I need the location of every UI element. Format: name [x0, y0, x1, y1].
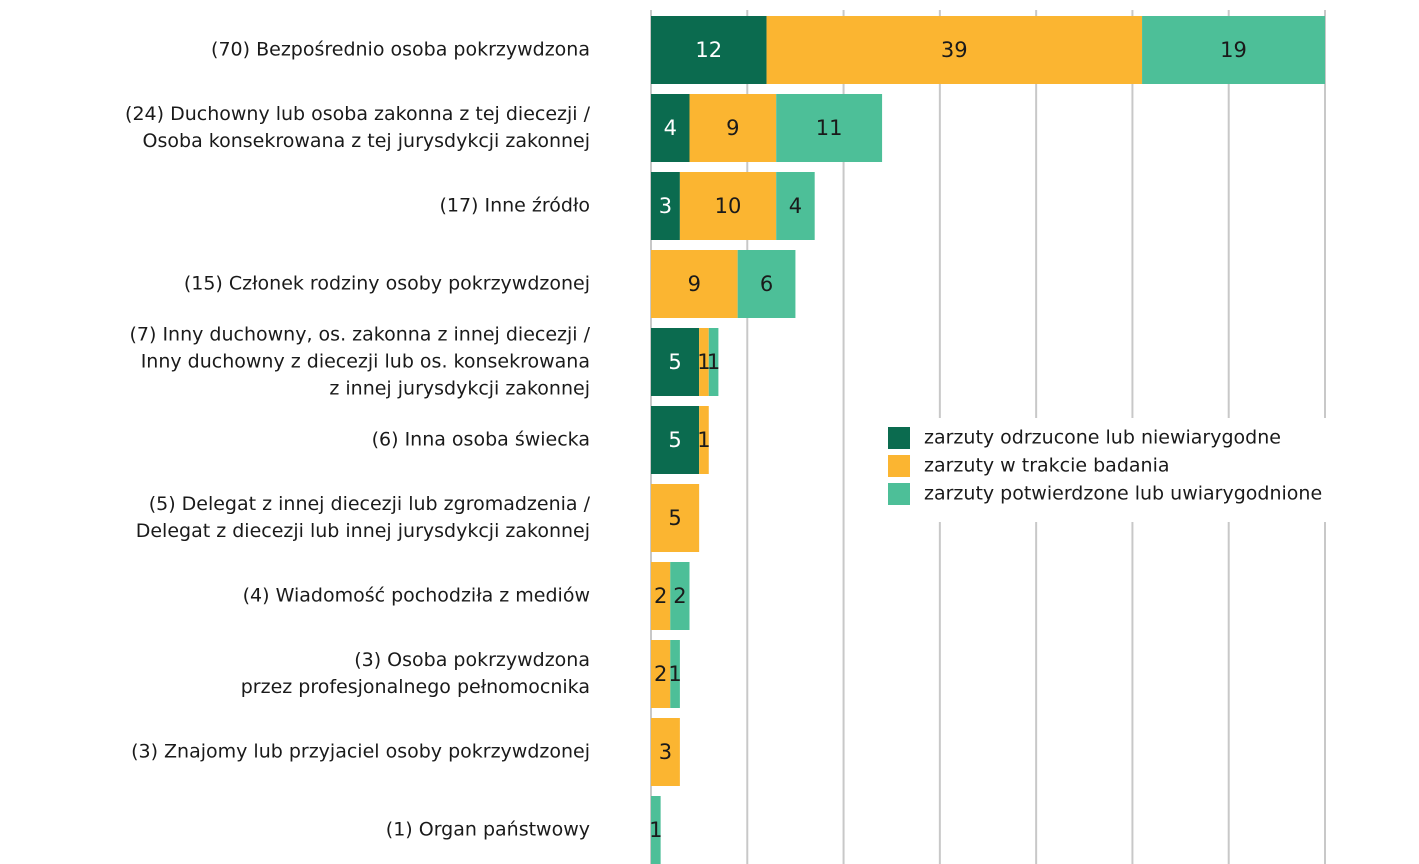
category-label: (3) Osoba pokrzywdzona	[354, 649, 590, 671]
category-label: (1) Organ państwowy	[386, 819, 590, 841]
value-label: 4	[789, 194, 802, 218]
bar-segment	[670, 562, 690, 630]
bar-segment	[699, 406, 709, 474]
bar-segment	[651, 406, 700, 474]
category-label: przez profesjonalnego pełnomocnika	[241, 676, 590, 698]
bar-segment	[651, 562, 671, 630]
category-label: (3) Znajomy lub przyjaciel osoby pokrzyw…	[131, 741, 590, 763]
category-label: (70) Bezpośrednio osoba pokrzywdzona	[211, 39, 590, 61]
category-label: Inny duchowny z diecezji lub os. konsekr…	[141, 351, 590, 373]
category-label: (6) Inna osoba świecka	[372, 429, 590, 451]
value-label: 9	[726, 116, 739, 140]
bar-segment	[737, 250, 796, 318]
bar-segment	[651, 640, 671, 708]
value-label: 3	[659, 740, 672, 764]
value-label: 3	[659, 194, 672, 218]
value-label: 2	[654, 662, 667, 686]
bar-segment	[1142, 16, 1325, 84]
category-label: Delegat z diecezji lub innej jurysdykcji…	[136, 520, 590, 542]
bar-segment	[766, 16, 1143, 84]
category-label: (7) Inny duchowny, os. zakonna z innej d…	[130, 324, 591, 346]
legend-label: zarzuty w trakcie badania	[924, 455, 1170, 477]
value-label: 4	[664, 116, 677, 140]
bar-segment	[708, 328, 719, 396]
legend-swatch	[888, 427, 910, 449]
value-label: 19	[1220, 38, 1247, 62]
legend-swatch	[888, 483, 910, 505]
value-label: 12	[695, 38, 722, 62]
bar-segment	[776, 172, 815, 240]
bar-segment	[776, 94, 883, 162]
value-label: 39	[941, 38, 968, 62]
bar-segment	[651, 328, 700, 396]
value-label: 1	[707, 350, 720, 374]
bar-segment	[651, 484, 700, 552]
legend-label: zarzuty odrzucone lub niewiarygodne	[924, 427, 1281, 449]
bar-segment	[651, 16, 767, 84]
bar-segment	[651, 718, 680, 786]
legend-swatch	[888, 455, 910, 477]
value-label: 2	[654, 584, 667, 608]
value-label: 5	[668, 350, 681, 374]
legend-background	[872, 418, 1419, 522]
value-label: 1	[697, 428, 710, 452]
category-label: (24) Duchowny lub osoba zakonna z tej di…	[125, 103, 591, 125]
value-label: 5	[668, 506, 681, 530]
value-label: 11	[816, 116, 843, 140]
bar-segment	[651, 94, 690, 162]
bar-segment	[651, 796, 661, 864]
bar-segment	[651, 172, 680, 240]
category-label: (17) Inne źródło	[439, 195, 590, 217]
value-label: 10	[715, 194, 742, 218]
category-label: z innej jurysdykcji zakonnej	[329, 378, 590, 400]
category-label: (5) Delegat z innej diecezji lub zgromad…	[149, 493, 591, 515]
value-label: 5	[668, 428, 681, 452]
bar-segment	[699, 328, 709, 396]
bar-segment	[670, 640, 680, 708]
category-label: Osoba konsekrowana z tej jurysdykcji zak…	[143, 130, 590, 152]
legend-label: zarzuty potwierdzone lub uwiarygodnione	[924, 483, 1322, 505]
value-label: 1	[668, 662, 681, 686]
value-label: 2	[673, 584, 686, 608]
category-label: (4) Wiadomość pochodziła z mediów	[243, 585, 590, 607]
value-label: 9	[688, 272, 701, 296]
bar-segment	[651, 250, 738, 318]
value-label: 1	[649, 818, 662, 842]
bar-segment	[689, 94, 777, 162]
value-label: 1	[697, 350, 710, 374]
value-label: 6	[760, 272, 773, 296]
bar-segment	[679, 172, 777, 240]
category-label: (15) Członek rodziny osoby pokrzywdzonej	[184, 273, 590, 295]
